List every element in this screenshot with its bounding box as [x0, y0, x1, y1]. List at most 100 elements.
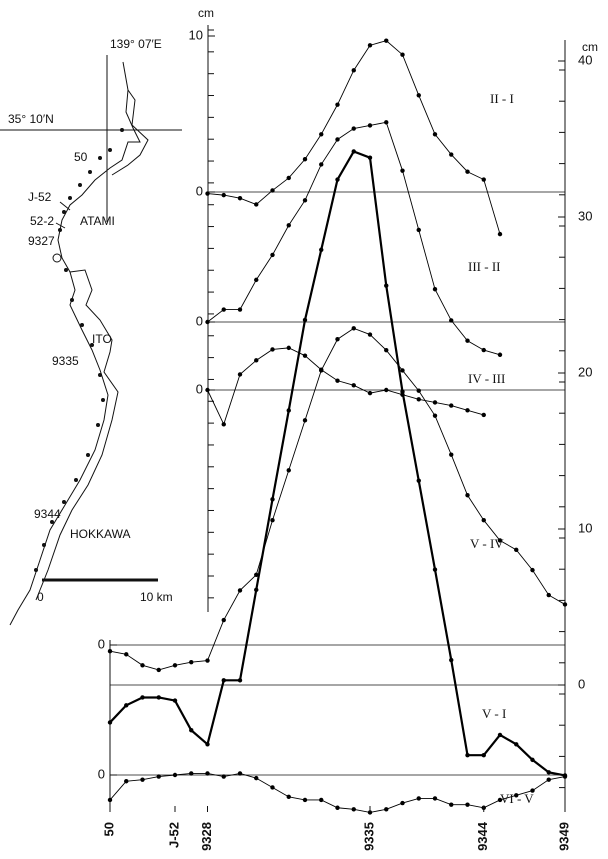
data-point — [530, 567, 535, 573]
data-point — [254, 358, 259, 363]
data-point — [400, 389, 405, 394]
data-point — [449, 452, 454, 457]
data-point — [416, 796, 421, 801]
series-label: V - IV — [470, 536, 504, 551]
y-unit: cm — [198, 6, 214, 20]
data-point — [156, 695, 161, 700]
y2-unit: cm — [582, 40, 598, 54]
data-point — [302, 797, 308, 803]
data-point — [432, 567, 438, 572]
y2-tick-label: 20 — [578, 364, 592, 379]
data-point — [416, 227, 421, 233]
data-point — [237, 588, 243, 593]
data-point — [384, 283, 389, 288]
data-point — [384, 387, 389, 393]
station-marker — [52, 253, 62, 263]
scale-label: 0 — [37, 590, 44, 604]
data-point — [449, 403, 454, 408]
x-tick-label: 9344 — [475, 821, 490, 851]
y2-tick-label: 30 — [578, 208, 592, 223]
data-point — [465, 493, 470, 498]
data-point — [335, 177, 340, 182]
data-point — [156, 774, 161, 779]
data-point — [221, 678, 226, 683]
data-point — [449, 152, 454, 157]
data-point — [221, 774, 226, 779]
data-point — [286, 794, 291, 800]
data-point — [254, 202, 259, 207]
data-point — [189, 771, 194, 776]
data-point — [465, 169, 470, 174]
data-point — [221, 422, 226, 427]
data-point — [351, 126, 356, 131]
data-point — [351, 326, 356, 331]
data-point — [254, 775, 259, 781]
data-point — [335, 137, 340, 142]
data-point — [351, 149, 356, 154]
series-label: IV - III — [468, 371, 505, 386]
data-point — [514, 793, 519, 798]
series-label: VI - V — [500, 791, 534, 806]
y-tick-label: 0 — [196, 313, 203, 328]
x-tick-label: J-52 — [166, 822, 181, 848]
data-point — [270, 188, 275, 193]
map-label: 35° 10′N — [8, 112, 54, 126]
data-point — [465, 753, 470, 758]
data-point — [546, 777, 551, 782]
map-label: ITO — [92, 332, 112, 346]
map-label: 50 — [74, 150, 88, 164]
data-point — [416, 397, 421, 402]
series-line — [207, 347, 484, 426]
series-line — [109, 150, 566, 777]
data-point — [286, 468, 291, 473]
data-point — [400, 368, 405, 373]
data-point — [367, 43, 373, 48]
data-point — [302, 353, 308, 358]
data-point — [481, 518, 486, 523]
y-tick-label: 0 — [196, 381, 203, 396]
data-point — [140, 663, 145, 668]
data-point — [416, 93, 421, 98]
data-point — [270, 347, 275, 352]
data-point — [449, 802, 454, 807]
data-point — [546, 592, 551, 598]
data-point — [254, 572, 259, 577]
data-point — [286, 223, 291, 228]
series-label: III - II — [468, 259, 500, 274]
map-label: ATAMI — [80, 214, 115, 228]
data-point — [205, 319, 210, 325]
data-point — [302, 317, 308, 323]
data-point — [302, 418, 308, 423]
data-point — [189, 728, 194, 733]
data-point — [400, 800, 405, 806]
data-point — [351, 68, 356, 73]
data-point — [319, 797, 324, 803]
data-point — [172, 698, 178, 703]
y-tick-label: 0 — [98, 766, 105, 781]
data-point — [140, 777, 145, 782]
data-point — [124, 703, 129, 708]
data-point — [481, 753, 486, 758]
data-point — [400, 168, 405, 173]
data-point — [286, 345, 291, 351]
data-point — [107, 797, 113, 803]
data-point — [205, 191, 210, 196]
data-point — [172, 663, 178, 668]
data-point — [270, 252, 275, 258]
scale-label: 10 km — [140, 590, 173, 604]
data-point — [189, 659, 194, 665]
data-point — [562, 602, 568, 607]
data-point — [481, 177, 486, 182]
data-point — [335, 102, 340, 107]
data-point — [465, 338, 470, 343]
data-point — [497, 538, 503, 543]
map-dots — [34, 128, 124, 572]
data-point — [156, 667, 161, 673]
leader — [55, 222, 66, 229]
coastline-inner — [35, 89, 149, 601]
data-point — [335, 337, 340, 342]
data-point — [432, 796, 438, 801]
map-label: 9335 — [52, 354, 79, 368]
data-point — [351, 383, 356, 388]
